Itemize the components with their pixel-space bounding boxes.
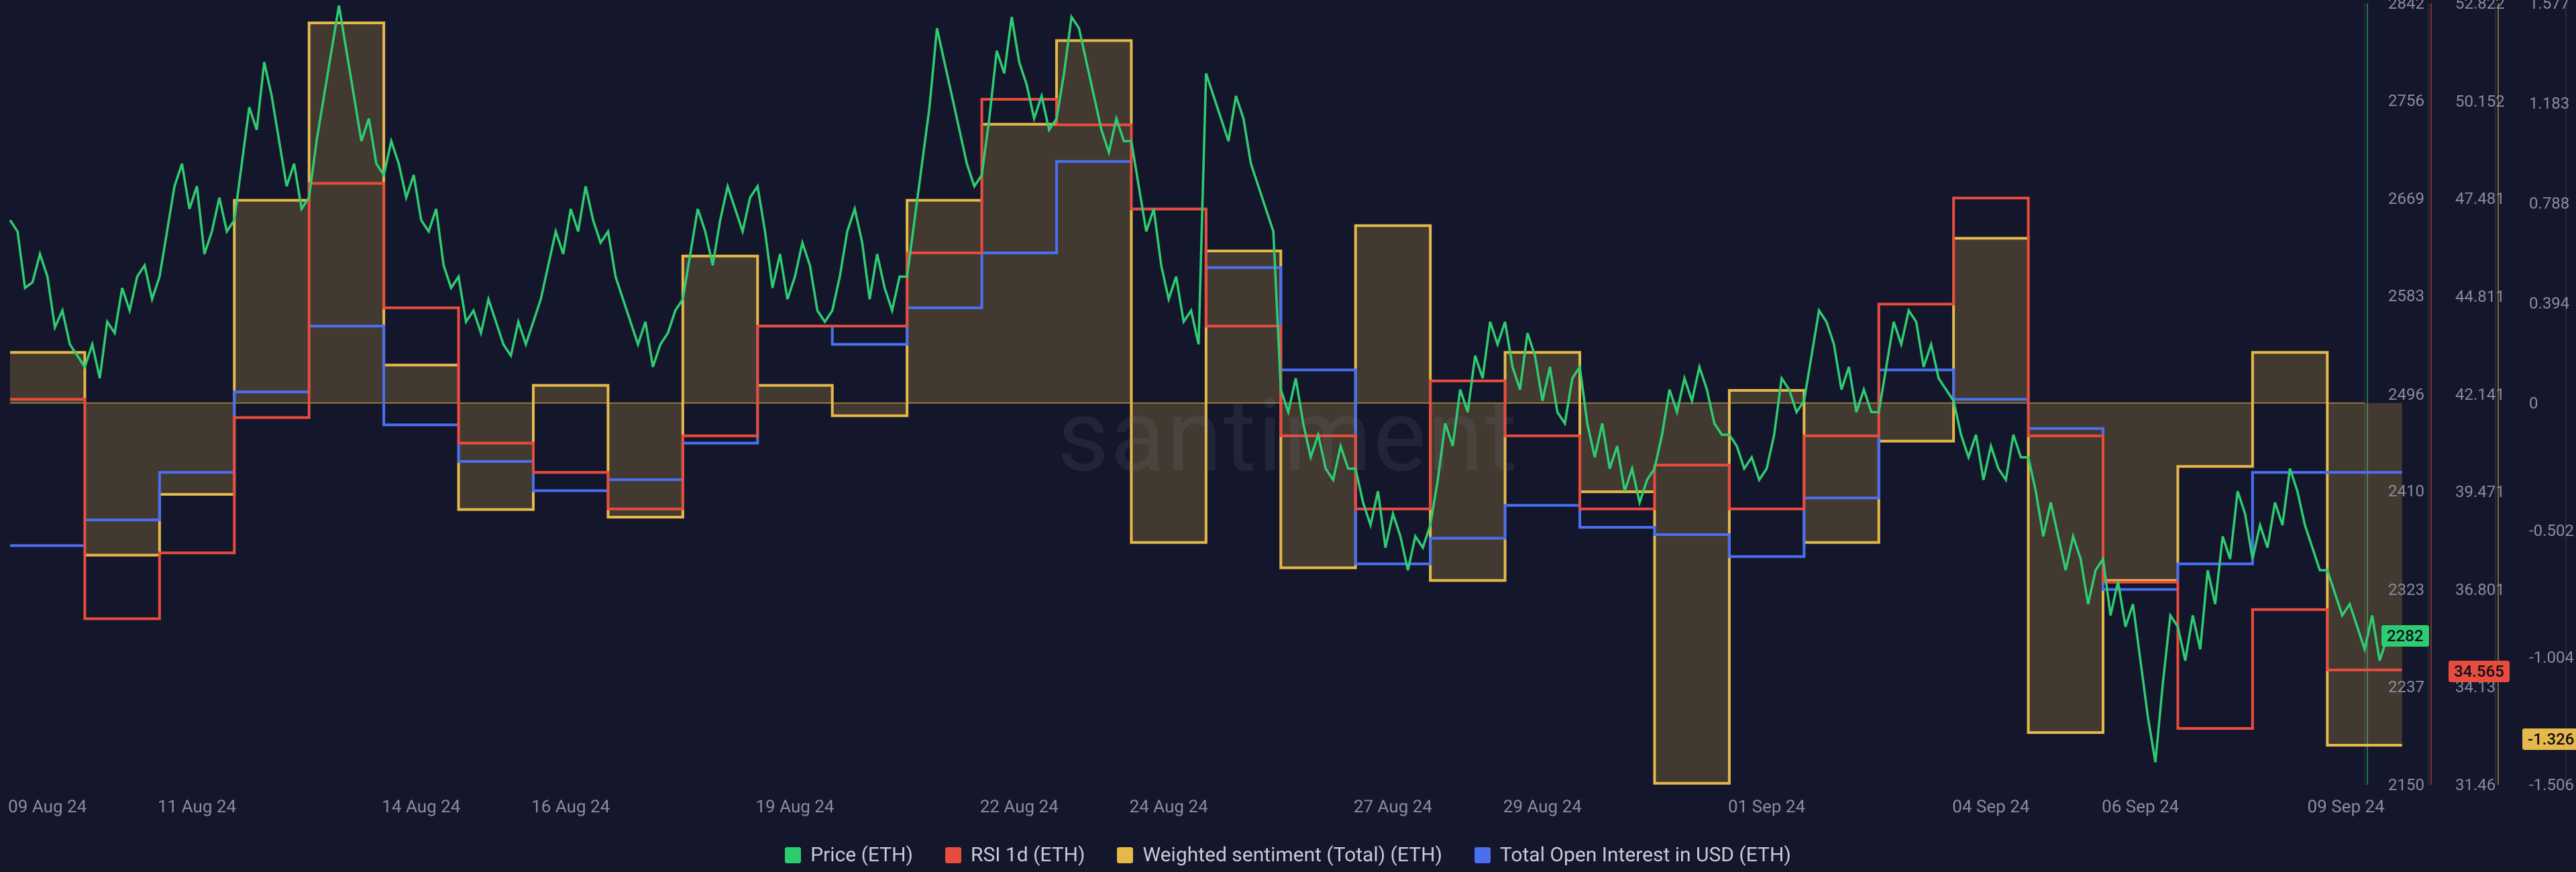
current-value-badge: -1.326: [2522, 728, 2576, 750]
x-axis-tick: 11 Aug 24: [158, 797, 236, 817]
y-axis-tick: 36.801: [2455, 580, 2505, 599]
x-axis-tick: 29 Aug 24: [1503, 797, 1582, 817]
legend-swatch: [1117, 847, 1133, 863]
legend-swatch: [1474, 847, 1491, 863]
x-axis-tick: 09 Aug 24: [8, 797, 87, 817]
current-value-badge: 2282: [2381, 625, 2429, 647]
y-axis-tick: 2583: [2388, 286, 2424, 305]
y-axis-tick: 0.788: [2529, 194, 2569, 213]
y-axis-tick: 31.46: [2455, 775, 2496, 794]
y-axis-tick: 0: [2529, 394, 2538, 413]
legend-swatch: [945, 847, 961, 863]
chart-container: santiment Price (ETH)RSI 1d (ETH)Weighte…: [0, 0, 2576, 872]
y-axis-tick: 0.394: [2529, 294, 2569, 313]
y-axis-tick: 2237: [2388, 677, 2424, 696]
y-axis-tick: 2842: [2388, 0, 2424, 13]
y-axis-tick: 2669: [2388, 189, 2424, 208]
y-axis-tick: 1.183: [2529, 94, 2569, 113]
y-axis-tick: 2496: [2388, 385, 2424, 404]
y-axis-tick: 2150: [2388, 775, 2424, 794]
x-axis-tick: 24 Aug 24: [1130, 797, 1208, 817]
y-axis-tick: -0.502: [2529, 521, 2574, 540]
x-axis-tick: 01 Sep 24: [1728, 797, 1805, 817]
legend-label: Price (ETH): [810, 843, 913, 867]
legend-label: RSI 1d (ETH): [971, 843, 1085, 867]
legend-item[interactable]: Weighted sentiment (Total) (ETH): [1117, 843, 1442, 867]
y-axis-tick: 47.481: [2455, 189, 2505, 208]
x-axis-tick: 16 Aug 24: [531, 797, 610, 817]
x-axis-tick: 14 Aug 24: [382, 797, 460, 817]
y-axis-tick: 39.471: [2455, 482, 2505, 501]
current-value-badge: 34.565: [2449, 661, 2510, 682]
x-axis-tick: 27 Aug 24: [1354, 797, 1432, 817]
legend: Price (ETH) RSI 1d (ETH) Weighted sentimen…: [0, 843, 2576, 867]
legend-swatch: [785, 847, 801, 863]
y-axis-tick: 44.811: [2455, 287, 2505, 306]
x-axis-tick: 04 Sep 24: [1952, 797, 2029, 817]
y-axis-tick: 2410: [2388, 482, 2424, 500]
y-axis-tick: -1.506: [2529, 775, 2574, 794]
y-axis-tick: 2323: [2388, 580, 2424, 599]
legend-label: Weighted sentiment (Total) (ETH): [1142, 843, 1442, 867]
y-axis-tick: 52.822: [2455, 0, 2505, 13]
y-axis-tick: 1.577: [2529, 0, 2569, 13]
x-axis-tick: 22 Aug 24: [980, 797, 1059, 817]
legend-item[interactable]: Price (ETH): [785, 843, 913, 867]
y-axis-tick: 50.152: [2455, 92, 2505, 111]
y-axis-tick: -1.004: [2529, 648, 2574, 667]
x-axis-tick: 19 Aug 24: [755, 797, 834, 817]
legend-item[interactable]: Total Open Interest in USD (ETH): [1474, 843, 1791, 867]
legend-label: Total Open Interest in USD (ETH): [1500, 843, 1791, 867]
x-axis-tick: 09 Sep 24: [2308, 797, 2385, 817]
x-axis-tick: 06 Sep 24: [2102, 797, 2179, 817]
legend-item[interactable]: RSI 1d (ETH): [945, 843, 1085, 867]
chart-svg: [0, 0, 2576, 872]
y-axis-tick: 2756: [2388, 91, 2424, 110]
y-axis-tick: 42.141: [2455, 385, 2505, 404]
